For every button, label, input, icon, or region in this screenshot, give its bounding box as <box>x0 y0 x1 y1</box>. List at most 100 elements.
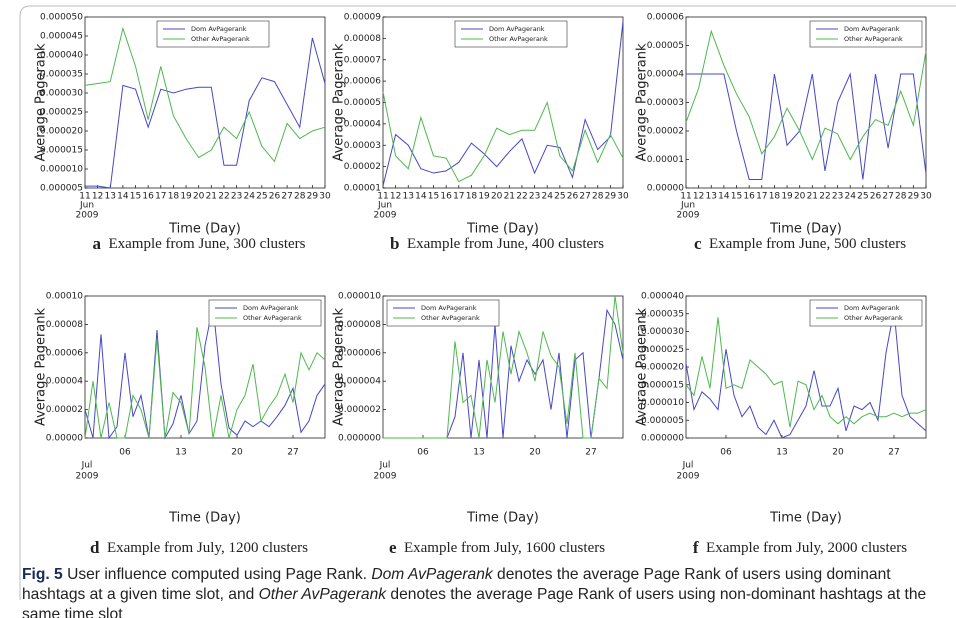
x-date-label: Jun <box>680 201 695 211</box>
x-date-label: Jun <box>377 201 392 211</box>
frame <box>19 5 956 600</box>
x-tick-label: 29 <box>908 192 920 202</box>
x-tick-label: 17 <box>155 192 166 202</box>
y-tick-label: 0.000025 <box>641 345 684 355</box>
panel-title: c Example from June, 500 clusters <box>694 234 906 253</box>
x-date-label: 2009 <box>374 472 397 482</box>
panel-letter: c <box>694 234 702 253</box>
panel-title-text: Example from June, 400 clusters <box>407 236 604 252</box>
x-tick-label: 22 <box>516 192 527 202</box>
x-axis-label: Time (Day) <box>466 222 539 237</box>
y-tick-label: 0.000010 <box>40 165 83 175</box>
x-tick-label: 20 <box>794 192 806 202</box>
y-tick-label: 0.00000 <box>647 184 684 194</box>
plot-area <box>84 16 326 189</box>
legend-label: Other AvPagerank <box>243 314 302 322</box>
panel-title: d Example from July, 1200 clusters <box>90 538 308 557</box>
panel-letter: e <box>389 538 397 557</box>
y-tick-label: 0.000025 <box>40 108 83 118</box>
x-tick-label: 21 <box>807 192 818 202</box>
y-tick-label: 0.00004 <box>344 119 381 129</box>
y-tick-label: 0.00006 <box>46 348 83 358</box>
y-tick-label: 0.00004 <box>647 70 684 80</box>
x-tick-label: 28 <box>592 192 604 202</box>
x-tick-label: 27 <box>585 448 596 458</box>
x-tick-label: 30 <box>920 192 932 202</box>
y-axis-label: Average Pagerank <box>332 308 347 427</box>
panel-letter: a <box>92 234 101 253</box>
x-tick-label: 30 <box>319 192 331 202</box>
x-tick-label: 20 <box>529 448 541 458</box>
x-tick-label: 17 <box>756 192 767 202</box>
x-tick-label: 21 <box>206 192 217 202</box>
x-tick-label: 16 <box>142 192 154 202</box>
y-tick-label: 0.00005 <box>647 41 684 51</box>
y-tick-label: 0.000045 <box>40 32 83 42</box>
x-tick-label: 22 <box>819 192 830 202</box>
y-tick-label: 0.00002 <box>344 162 381 172</box>
x-date-label: 2009 <box>677 472 700 482</box>
y-axis-label: Average Pagerank <box>34 43 49 162</box>
data-line <box>383 295 624 439</box>
legend-label: Dom AvPagerank <box>489 25 545 33</box>
x-date-label: 2009 <box>76 211 99 221</box>
y-tick-label: 0.00001 <box>344 184 381 194</box>
x-tick-label: 13 <box>473 448 484 458</box>
caption-text: denotes the average Page Rank of users u… <box>22 566 891 603</box>
plot-area <box>84 295 326 439</box>
panel-title: a Example from June, 300 clusters <box>92 234 305 253</box>
x-tick-label: 15 <box>428 192 439 202</box>
panel-title: b Example from June, 400 clusters <box>390 234 604 253</box>
x-tick-label: 25 <box>857 192 868 202</box>
x-tick-label: 26 <box>870 192 882 202</box>
x-tick-label: 11 <box>377 192 388 202</box>
legend-box <box>208 299 322 327</box>
legend-box <box>386 299 500 327</box>
data-line <box>686 72 927 180</box>
x-tick-label: 28 <box>895 192 907 202</box>
y-tick-label: 0.000010 <box>641 398 684 408</box>
x-tick-label: 25 <box>256 192 267 202</box>
legend-label: Dom AvPagerank <box>191 25 247 33</box>
y-tick-label: 0.000004 <box>338 377 381 387</box>
panel-title-text: Example from July, 2000 clusters <box>706 540 907 556</box>
y-tick-label: 0.000050 <box>40 13 83 23</box>
y-tick-label: 0.000008 <box>338 320 381 330</box>
x-tick-label: 18 <box>466 192 478 202</box>
data-line <box>685 317 927 428</box>
x-tick-label: 12 <box>92 192 103 202</box>
x-tick-label: 19 <box>478 192 490 202</box>
y-tick-label: 0.00009 <box>344 13 381 23</box>
x-date-label: Jul <box>379 461 391 471</box>
x-axis-label: Time (Day) <box>769 511 842 526</box>
x-date-label: Jun <box>79 201 94 211</box>
x-tick-label: 06 <box>720 448 732 458</box>
y-tick-label: 0.000020 <box>641 363 684 373</box>
x-tick-label: 16 <box>440 192 452 202</box>
x-tick-label: 20 <box>231 448 243 458</box>
x-tick-label: 24 <box>541 192 553 202</box>
legend-label: Dom AvPagerank <box>421 304 477 312</box>
caption: Fig. 5 User influence computed using Pag… <box>22 565 947 618</box>
y-tick-label: 0.00002 <box>647 127 684 137</box>
data-line <box>382 91 624 183</box>
data-line <box>85 37 326 189</box>
x-tick-label: 29 <box>307 192 319 202</box>
x-tick-label: 29 <box>605 192 617 202</box>
x-axis-label: Time (Day) <box>168 222 241 237</box>
x-tick-label: 26 <box>269 192 281 202</box>
x-tick-label: 27 <box>287 448 298 458</box>
legend-label: Other AvPagerank <box>191 35 250 43</box>
data-line <box>84 305 326 440</box>
y-tick-label: 0.00008 <box>344 34 381 44</box>
y-tick-label: 0.000015 <box>641 380 684 390</box>
panel-title: e Example from July, 1600 clusters <box>389 538 605 557</box>
legend-label: Other AvPagerank <box>844 35 903 43</box>
x-tick-label: 19 <box>180 192 192 202</box>
y-tick-label: 0.00006 <box>647 13 684 23</box>
x-tick-label: 15 <box>130 192 141 202</box>
x-tick-label: 30 <box>617 192 629 202</box>
y-tick-label: 0.00001 <box>647 155 684 165</box>
